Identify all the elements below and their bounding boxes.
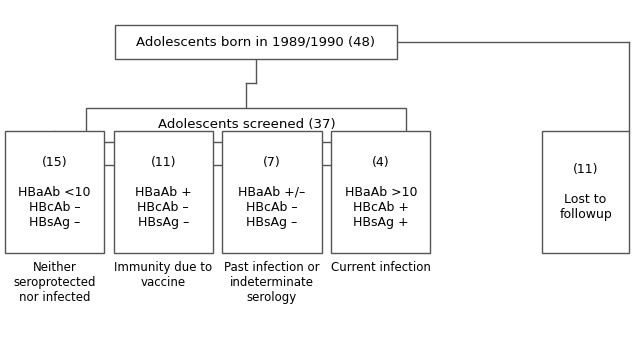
FancyBboxPatch shape xyxy=(86,108,406,142)
FancyBboxPatch shape xyxy=(332,131,430,253)
Text: (15)

HBaAb <10
HBcAb –
HBsAg –: (15) HBaAb <10 HBcAb – HBsAg – xyxy=(18,156,91,228)
FancyBboxPatch shape xyxy=(115,25,397,59)
Text: Past infection or
indeterminate
serology: Past infection or indeterminate serology xyxy=(224,261,320,304)
Text: Adolescents born in 1989/1990 (48): Adolescents born in 1989/1990 (48) xyxy=(136,36,376,49)
Text: (11)

Lost to
followup: (11) Lost to followup xyxy=(559,163,612,221)
FancyBboxPatch shape xyxy=(5,131,104,253)
Text: Immunity due to
vaccine: Immunity due to vaccine xyxy=(114,261,212,289)
FancyBboxPatch shape xyxy=(114,131,212,253)
Text: Adolescents screened (37): Adolescents screened (37) xyxy=(157,118,335,131)
Text: (7)

HBaAb +/–
HBcAb –
HBsAg –: (7) HBaAb +/– HBcAb – HBsAg – xyxy=(238,156,306,228)
Text: (4)

HBaAb >10
HBcAb +
HBsAg +: (4) HBaAb >10 HBcAb + HBsAg + xyxy=(344,156,417,228)
Text: Current infection: Current infection xyxy=(331,261,431,274)
Text: (11)

HBaAb +
HBcAb –
HBsAg –: (11) HBaAb + HBcAb – HBsAg – xyxy=(135,156,191,228)
Text: Neither
seroprotected
nor infected: Neither seroprotected nor infected xyxy=(13,261,95,304)
FancyBboxPatch shape xyxy=(223,131,321,253)
FancyBboxPatch shape xyxy=(543,131,629,253)
